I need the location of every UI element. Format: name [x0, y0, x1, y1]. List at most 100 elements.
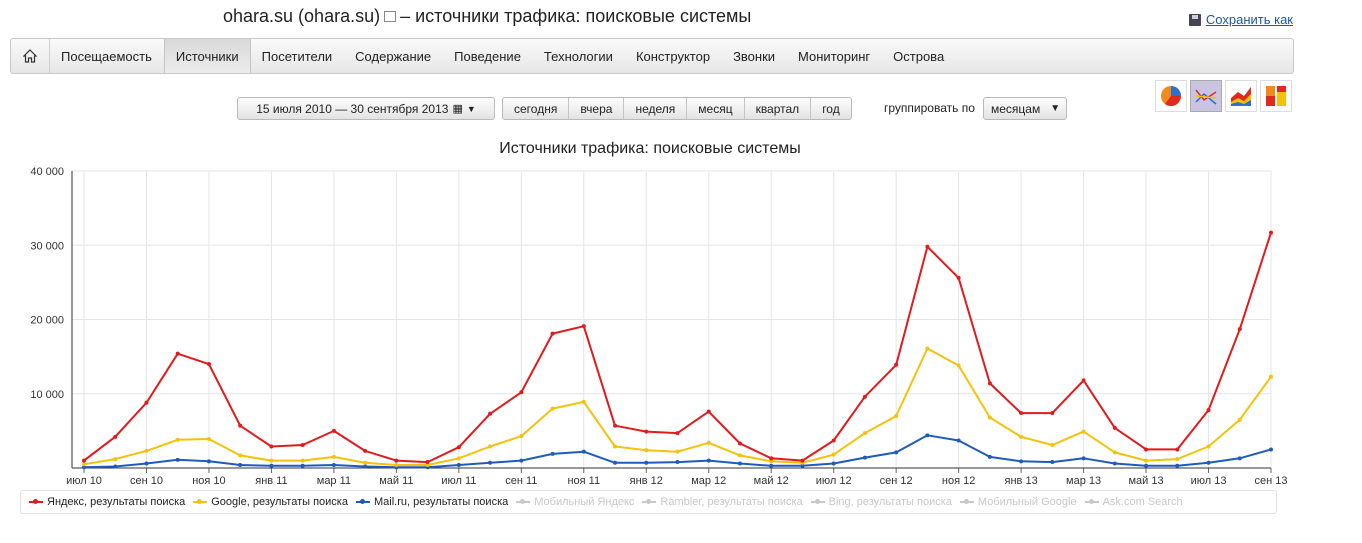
data-point [737, 453, 742, 458]
nav-item[interactable]: Технологии [543, 48, 613, 64]
chart-type-switcher [1155, 80, 1292, 112]
data-point [175, 457, 180, 462]
data-point [581, 449, 586, 454]
data-point [300, 458, 305, 463]
data-point [331, 463, 336, 468]
save-as-link[interactable]: Сохранить как [1188, 12, 1293, 27]
nav-item[interactable]: Конструктор [635, 48, 711, 64]
data-point [300, 463, 305, 468]
data-point [82, 462, 86, 467]
data-point [550, 451, 555, 456]
data-point [1206, 460, 1211, 465]
nav-item[interactable]: Острова [893, 48, 945, 64]
legend-item[interactable]: Яндекс, результаты поиска [29, 496, 185, 508]
data-point [1237, 417, 1242, 422]
data-point [1081, 429, 1086, 434]
data-point [1237, 327, 1242, 332]
report-name: – источники трафика: поисковые системы [400, 6, 752, 26]
area-chart-icon [1231, 87, 1251, 106]
legend-item[interactable]: Мобильный Яндекс [516, 496, 634, 508]
x-tick-label: мар 11 [317, 475, 351, 487]
calendar-icon: ▦ [452, 103, 463, 115]
date-range-picker[interactable]: 15 июля 2010 — 30 сентября 2013 ▦ ▼ [237, 97, 495, 120]
legend-label: Rambler, результаты поиска [660, 496, 803, 508]
data-point [831, 452, 836, 457]
data-point [1019, 459, 1024, 464]
x-tick-label: янв 11 [255, 475, 287, 487]
chart-title: Источники трафика: поисковые системы [499, 140, 801, 157]
nav-item[interactable]: Содержание [355, 48, 432, 64]
data-point [706, 409, 711, 414]
legend-item[interactable]: Google, результаты поиска [193, 496, 348, 508]
data-point [456, 445, 461, 450]
nav-item[interactable]: Источники [163, 39, 251, 73]
data-point [1081, 378, 1086, 383]
nav-item[interactable]: Поведение [454, 48, 521, 64]
legend-swatch [959, 499, 974, 504]
legend-item[interactable]: Мобильный Google [959, 496, 1077, 508]
data-point [862, 394, 867, 399]
period-button[interactable]: квартал [743, 98, 811, 119]
data-point [1050, 442, 1055, 447]
data-point [144, 461, 149, 466]
nav-item[interactable]: Посещаемость [61, 48, 152, 64]
data-point [675, 449, 680, 454]
series-line [83, 347, 1272, 466]
data-point [613, 444, 618, 449]
legend-item[interactable]: Rambler, результаты поиска [642, 496, 803, 508]
legend-swatch [355, 499, 370, 504]
pie-chart-view-button[interactable] [1155, 80, 1187, 112]
data-point [456, 463, 461, 468]
data-point [956, 438, 961, 443]
area-chart-view-button[interactable] [1225, 80, 1257, 112]
data-point [956, 275, 961, 280]
external-link-icon[interactable] [384, 11, 397, 22]
legend-item[interactable]: Ask.com Search [1084, 496, 1183, 508]
period-button[interactable]: сегодня [514, 101, 558, 116]
home-icon[interactable] [11, 39, 50, 73]
data-point [1175, 463, 1180, 468]
legend-item[interactable]: Mail.ru, результаты поиска [355, 496, 508, 508]
x-tick-label: мар 13 [1066, 475, 1101, 487]
legend-swatch [516, 499, 531, 504]
period-button[interactable]: вчера [568, 98, 623, 119]
nav-item[interactable]: Звонки [733, 48, 776, 64]
data-point [144, 400, 149, 405]
data-point [1019, 434, 1024, 439]
data-point [113, 434, 118, 439]
data-point [425, 460, 430, 465]
group-by-select[interactable]: месяцам ▼ [983, 97, 1067, 120]
period-button[interactable]: месяц [686, 98, 743, 119]
data-point [769, 456, 774, 461]
period-button[interactable]: неделя [623, 98, 686, 119]
chevron-down-icon: ▼ [466, 103, 476, 114]
line-chart-view-button[interactable] [1190, 80, 1222, 112]
x-tick-label: янв 13 [1005, 475, 1038, 487]
nav-item[interactable]: Мониторинг [798, 48, 871, 64]
x-tick-label: янв 12 [630, 475, 663, 487]
data-point [206, 362, 211, 367]
stacked-bar-view-button[interactable] [1260, 80, 1292, 112]
line-chart-icon [1195, 89, 1217, 105]
data-point [737, 461, 742, 466]
data-point [831, 461, 836, 466]
data-point [769, 459, 774, 464]
legend-swatch [29, 499, 43, 504]
data-point [925, 346, 930, 351]
period-button[interactable]: год [810, 98, 851, 119]
data-point [862, 431, 867, 436]
legend-label: Мобильный Яндекс [534, 496, 635, 508]
data-point [613, 423, 618, 428]
nav-item[interactable]: Посетители [261, 48, 333, 64]
period-selector: сегодня вчера неделя месяц квартал год [502, 97, 852, 120]
data-point [269, 463, 274, 468]
data-point [1112, 450, 1117, 455]
main-nav: Посещаемость Источники Посетители Содержани… [10, 38, 1294, 74]
data-point [613, 460, 618, 465]
x-tick-label: сен 10 [130, 475, 163, 487]
legend-item[interactable]: Bing, результаты поиска [810, 496, 952, 508]
x-tick-label: июл 12 [816, 475, 852, 487]
data-point [113, 457, 118, 462]
data-point [550, 406, 555, 411]
data-point [456, 456, 461, 461]
